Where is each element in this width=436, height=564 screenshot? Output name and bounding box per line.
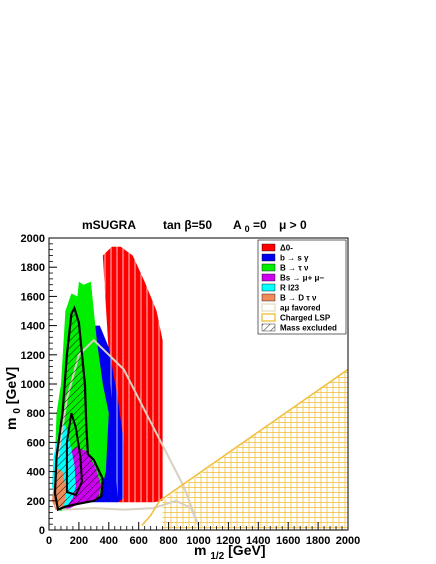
- legend-label: R l23: [280, 284, 300, 293]
- y-tick-label: 1600: [21, 291, 45, 303]
- title-tanbeta: tan β=50: [163, 218, 212, 232]
- x-axis-label: m 1/2 [GeV]: [194, 542, 265, 562]
- title-model: mSUGRA: [82, 218, 136, 232]
- legend-swatch: [261, 313, 276, 322]
- x-tick-label: 1200: [216, 535, 240, 547]
- x-axis-label-main: m: [194, 542, 206, 558]
- y-tick-label: 200: [27, 496, 45, 508]
- plot-area: [49, 246, 348, 530]
- x-axis-ticks: 0 200 400 600 800 1000 1200 1400 1600 1800 2000: [46, 522, 360, 547]
- legend-label: aμ favored: [280, 304, 321, 313]
- y-tick-label: 800: [27, 408, 45, 420]
- charged-lsp-region: [49, 369, 348, 530]
- legend-swatch: [261, 243, 276, 252]
- y-tick-label: 1400: [21, 321, 45, 333]
- x-tick-label: 600: [130, 535, 148, 547]
- x-tick-label: 2000: [336, 535, 360, 547]
- legend-swatch: [261, 303, 276, 312]
- y-tick-label: 400: [27, 467, 45, 479]
- x-tick-label: 400: [100, 535, 118, 547]
- y-axis-ticks: 0 200 400 600 800 1000 1200 1400 1600 1800 2000: [21, 233, 57, 537]
- y-axis-label-sub: 0: [12, 408, 23, 414]
- legend-label: Bs → μ+ μ−: [280, 274, 324, 283]
- y-tick-label: 1800: [21, 262, 45, 274]
- y-axis-label: m 0 [GeV]: [3, 367, 23, 430]
- title-a: A: [233, 218, 242, 232]
- x-tick-label: 1000: [186, 535, 210, 547]
- title-a-value: =0: [253, 218, 267, 232]
- y-tick-label: 1200: [21, 350, 45, 362]
- region-hatching: [102, 246, 163, 503]
- x-tick-label: 1600: [276, 535, 300, 547]
- legend-swatch: [261, 253, 276, 262]
- legend-label: B → D τ ν: [280, 294, 317, 303]
- y-tick-label: 1000: [21, 379, 45, 391]
- title-a-sub: 0: [245, 224, 250, 234]
- y-tick-label: 0: [39, 525, 45, 537]
- legend-swatch: [261, 263, 276, 272]
- x-axis-label-unit: [GeV]: [228, 542, 265, 558]
- legend-swatch: [261, 293, 276, 302]
- y-tick-label: 2000: [21, 233, 45, 245]
- legend-swatch: [261, 323, 276, 332]
- title-mu: μ > 0: [279, 218, 307, 232]
- legend-swatch: [261, 283, 276, 292]
- legend-label: Mass excluded: [280, 324, 337, 333]
- chart-title: mSUGRA tan β=50 A 0 =0 μ > 0: [82, 218, 307, 235]
- charged-lsp-boundary: [141, 368, 348, 527]
- x-tick-label: 1800: [306, 535, 330, 547]
- mass-excluded-inner-boundary: [65, 412, 83, 497]
- legend-swatch: [261, 273, 276, 282]
- x-tick-label: 1400: [246, 535, 270, 547]
- y-tick-label: 600: [27, 437, 45, 449]
- x-tick-label: 800: [159, 535, 177, 547]
- legend-label: B → τ ν: [280, 264, 309, 273]
- legend-label: Δ0-: [280, 244, 293, 253]
- x-tick-label: 0: [46, 535, 52, 547]
- legend-label: b → s γ: [280, 254, 309, 263]
- legend-label: Charged LSP: [280, 314, 331, 323]
- x-tick-label: 200: [70, 535, 88, 547]
- y-axis-label-main: m: [3, 418, 19, 430]
- x-axis-label-sub: 1/2: [210, 551, 224, 562]
- y-axis-label-unit: [GeV]: [3, 367, 19, 404]
